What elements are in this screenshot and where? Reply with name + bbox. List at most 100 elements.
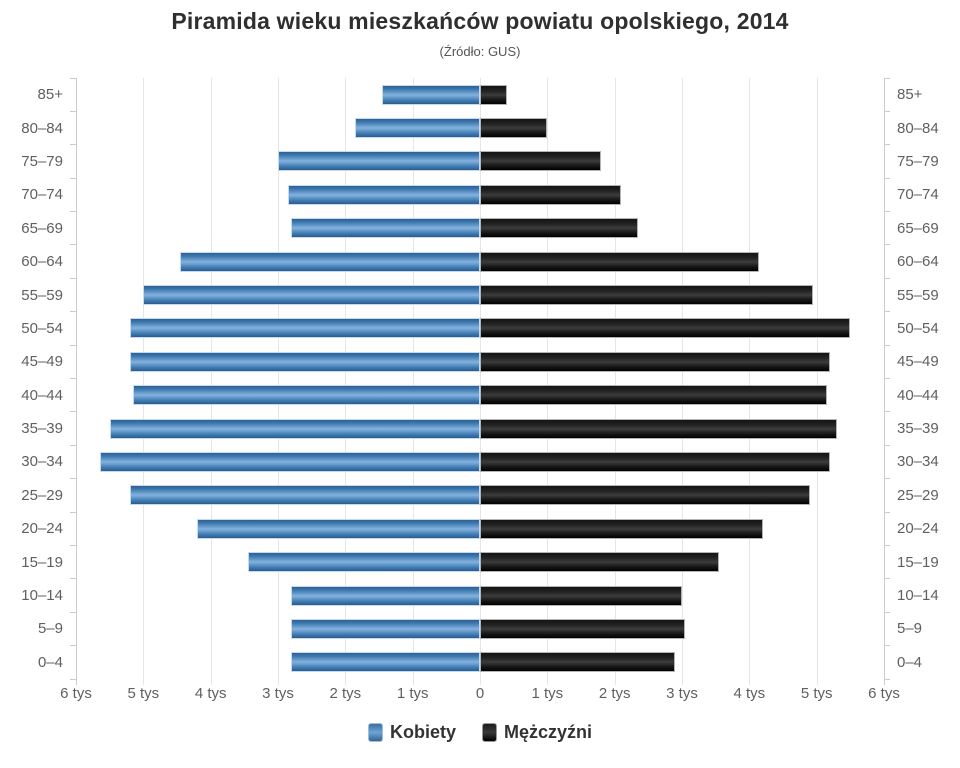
- x-axis-label: 3 tys: [262, 685, 294, 702]
- age-group-label: 10–14: [21, 587, 63, 605]
- axis-tick: [884, 678, 890, 680]
- x-axis-label: 1 tys: [531, 685, 564, 702]
- chart-row: [76, 445, 884, 478]
- chart-row: [76, 512, 884, 545]
- age-group-label: 80–84: [897, 119, 939, 137]
- chart-subtitle: (Źródło: GUS): [439, 44, 521, 59]
- bar-men[interactable]: [480, 285, 814, 306]
- axis-tick: [884, 211, 890, 213]
- x-axis-labels: 6 tys 5 tys 4 tys 3 tys 2 tys 1 tys 0 1 tys 2 ty…: [60, 685, 900, 705]
- bar-women[interactable]: [278, 151, 480, 172]
- bar-women[interactable]: [355, 118, 480, 139]
- chart-row: [76, 245, 884, 278]
- axis-tick: [70, 544, 76, 546]
- chart-row: [76, 278, 884, 311]
- bar-men[interactable]: [480, 351, 831, 372]
- age-group-label: 40–44: [897, 386, 939, 404]
- legend-label: Mężczyźni: [503, 722, 593, 742]
- bar-men[interactable]: [480, 84, 507, 105]
- chart-row: [76, 545, 884, 578]
- age-group-label: 60–64: [897, 253, 939, 271]
- chart-row: [76, 345, 884, 378]
- bar-men[interactable]: [480, 518, 763, 539]
- bar-women[interactable]: [129, 351, 480, 372]
- chart-row: [76, 111, 884, 144]
- age-group-label: 10–14: [897, 587, 939, 605]
- axis-tick: [70, 77, 76, 79]
- y-labels-left: 85+ 80–84 75–79 70–74 65–69 60–64 55–59 50–54 45…: [0, 78, 76, 679]
- bar-men[interactable]: [480, 618, 686, 639]
- bar-women[interactable]: [180, 251, 480, 272]
- bar-men[interactable]: [480, 118, 548, 139]
- x-axis-label: 2 tys: [329, 685, 362, 702]
- axis-tick: [70, 177, 76, 179]
- bar-women[interactable]: [247, 552, 480, 573]
- chart-row: [76, 145, 884, 178]
- legend-item-men[interactable]: Mężczyźni: [481, 722, 593, 743]
- bar-women[interactable]: [382, 84, 480, 105]
- x-axis-label: 2 tys: [598, 685, 631, 702]
- age-group-label: 20–24: [21, 520, 63, 538]
- bar-women[interactable]: [133, 385, 480, 406]
- bar-men[interactable]: [480, 418, 837, 439]
- bar-women[interactable]: [197, 518, 480, 539]
- bar-men[interactable]: [480, 318, 851, 339]
- legend-swatch-icon: [481, 723, 497, 742]
- bar-men[interactable]: [480, 652, 676, 673]
- axis-tick: [884, 578, 890, 580]
- bar-men[interactable]: [480, 218, 639, 239]
- axis-tick: [70, 110, 76, 112]
- age-group-label: 35–39: [21, 420, 63, 438]
- bar-men[interactable]: [480, 552, 720, 573]
- axis-tick: [70, 478, 76, 480]
- age-group-label: 40–44: [21, 386, 63, 404]
- gridline: [480, 78, 481, 685]
- axis-tick: [884, 411, 890, 413]
- age-group-label: 30–34: [897, 453, 939, 471]
- axis-tick: [70, 444, 76, 446]
- axis-tick: [70, 311, 76, 313]
- bar-men[interactable]: [480, 385, 827, 406]
- bar-women[interactable]: [291, 652, 480, 673]
- bar-women[interactable]: [291, 218, 480, 239]
- x-axis-label: 4 tys: [194, 685, 227, 702]
- bar-women[interactable]: [291, 618, 480, 639]
- bar-men[interactable]: [480, 485, 810, 506]
- axis-tick: [884, 544, 890, 546]
- bar-women[interactable]: [143, 285, 480, 306]
- gridline: [614, 78, 616, 685]
- axis-tick: [884, 444, 890, 446]
- chart-row: [76, 379, 884, 412]
- age-group-label: 25–29: [897, 486, 939, 504]
- bar-men[interactable]: [480, 451, 831, 472]
- legend: Kobiety Mężczyźni: [0, 722, 960, 743]
- bar-men[interactable]: [480, 184, 622, 205]
- bar-men[interactable]: [480, 585, 682, 606]
- bar-men[interactable]: [480, 151, 602, 172]
- chart-body: 85+ 80–84 75–79 70–74 65–69 60–64 55–59 50–54 45…: [0, 77, 960, 685]
- bar-women[interactable]: [129, 485, 480, 506]
- age-group-label: 45–49: [21, 353, 63, 371]
- legend-item-women[interactable]: Kobiety: [367, 722, 456, 743]
- age-group-label: 0–4: [897, 653, 923, 671]
- chart-row: [76, 312, 884, 345]
- axis-tick: [70, 611, 76, 613]
- age-group-label: 80–84: [21, 119, 63, 137]
- gridline: [345, 78, 347, 685]
- bar-women[interactable]: [99, 451, 480, 472]
- page-title: Piramida wieku mieszkańców powiatu opols…: [171, 8, 789, 34]
- axis-tick: [70, 511, 76, 513]
- bar-women[interactable]: [109, 418, 480, 439]
- axis-tick: [884, 177, 890, 179]
- gridline: [749, 78, 751, 685]
- bar-women[interactable]: [291, 585, 480, 606]
- bar-men[interactable]: [480, 251, 760, 272]
- axis-tick: [884, 511, 890, 513]
- bar-women[interactable]: [129, 318, 480, 339]
- x-axis-label: 4 tys: [733, 685, 766, 702]
- axis-tick: [884, 611, 890, 613]
- axis-tick: [70, 277, 76, 279]
- x-axis-label: 0: [475, 685, 485, 702]
- bar-women[interactable]: [288, 184, 480, 205]
